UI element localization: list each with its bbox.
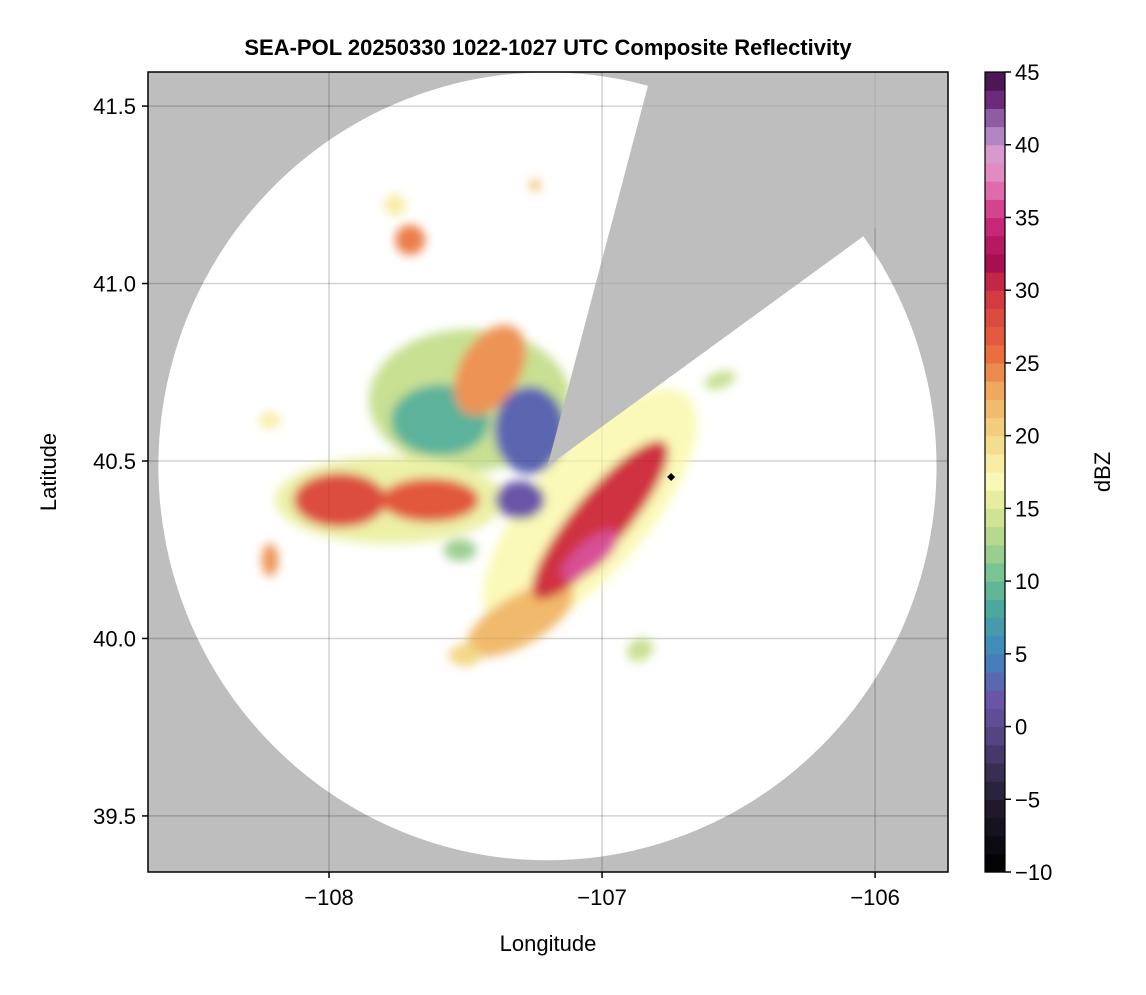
colorbar-tick-label: 20 [1015,424,1039,449]
colorbar: −10 −5 0 5 10 15 20 25 30 35 40 45 [984,60,1052,885]
site-marker [667,472,676,481]
colorbar-bin [985,417,1005,437]
colorbar-bin [985,744,1005,764]
colorbar-bin [985,435,1005,455]
reflectivity-echoes [259,179,736,667]
blocked-sector [547,72,948,467]
reflectivity-cell [293,472,387,528]
colorbar-bin [985,72,1005,91]
colorbar-tick-label: −10 [1015,860,1052,885]
x-tick-label: −107 [577,885,627,910]
colorbar-label: dBZ [1090,452,1115,492]
y-axis-label: Latitude [36,433,61,511]
reflectivity-cell [448,644,482,667]
x-axis-label: Longitude [500,931,597,956]
x-tick-label: −106 [850,885,900,910]
colorbar-bin [985,472,1005,491]
reflectivity-cell [704,370,736,390]
colorbar-bin [985,817,1005,837]
colorbar-bin [985,162,1005,182]
colorbar-bin [985,308,1005,328]
y-tick-label: 41.0 [93,272,136,297]
colorbar-bin [985,181,1005,200]
colorbar-bin [985,108,1005,128]
colorbar-bin [985,581,1005,600]
reflectivity-field [259,179,736,667]
colorbar-tick-label: 30 [1015,278,1039,303]
colorbar-bin [985,853,1005,873]
x-tick-label: −108 [304,885,354,910]
colorbar-bin [985,617,1005,637]
chart-title: SEA-POL 20250330 1022-1027 UTC Composite… [244,35,852,60]
reflectivity-cell [380,478,480,522]
colorbar-tick-label: 10 [1015,569,1039,594]
colorbar-bin [985,508,1005,528]
reflectivity-cell [384,194,407,217]
colorbar-bin [985,653,1005,673]
colorbar-bin [985,362,1005,382]
colorbar-tick-label: −5 [1015,787,1040,812]
colorbar-bin [985,762,1005,782]
colorbar-tick-label: 45 [1015,60,1039,85]
colorbar-bin [985,726,1005,746]
reflectivity-cell [626,638,654,662]
colorbar-bin [985,599,1005,619]
colorbar-tick-label: 15 [1015,496,1039,521]
colorbar-bin [985,453,1005,473]
reflectivity-cell [259,411,281,429]
reflectivity-cell [529,179,541,191]
colorbar-bin [985,799,1005,819]
colorbar-bin [985,399,1005,419]
y-tick-label: 40.5 [93,449,136,474]
plot-frame [147,71,949,873]
y-tick-label: 40.0 [93,626,136,651]
colorbar-frame [984,71,1006,873]
colorbar-bin [985,544,1005,564]
colorbar-bin [985,290,1005,309]
colorbar-bin [985,708,1005,728]
reflectivity-cell [454,325,526,416]
reflectivity-cell [494,386,566,474]
colorbar-bin [985,635,1005,655]
colorbar-tick-label: 0 [1015,715,1027,740]
colorbar-bin [985,199,1005,219]
colorbar-bin [985,526,1005,546]
colorbar-bin [985,490,1005,509]
colorbar-bin [985,672,1005,691]
colorbar-bin [985,326,1005,346]
colorbar-bin [985,272,1005,291]
colorbar-bin [985,144,1005,164]
colorbar-tick-label: 35 [1015,205,1039,230]
y-tick-label: 41.5 [93,94,136,119]
colorbar-bin [985,562,1005,582]
colorbar-bin [985,253,1005,273]
reflectivity-cell [561,529,619,581]
colorbar-bin [985,235,1005,255]
colorbar-bin [985,690,1005,709]
axes: −108 −107 −106 39.5 40.0 40.5 41.0 41.5 [93,94,900,910]
reflectivity-cell [495,480,545,520]
reflectivity-cell [443,539,477,562]
y-tick-label: 39.5 [93,804,136,829]
reflectivity-cell [531,440,669,600]
colorbar-tick-label: 5 [1015,642,1027,667]
colorbar-bin [985,835,1005,855]
reflectivity-cell [466,583,574,657]
reflectivity-cell [261,543,279,577]
reflectivity-cell [395,224,426,255]
colorbar-bin [985,381,1005,400]
colorbar-bin [985,217,1005,237]
colorbar-tick-label: 25 [1015,351,1039,376]
colorbar-bin [985,90,1005,109]
colorbar-bin [985,344,1005,364]
plot-area [148,72,948,872]
colorbar-bin [985,781,1005,800]
colorbar-bin [985,126,1005,146]
colorbar-tick-label: 40 [1015,133,1039,158]
